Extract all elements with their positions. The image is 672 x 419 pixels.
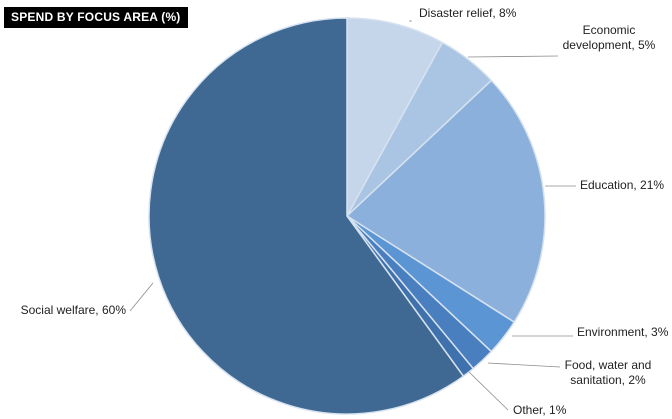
leader-line <box>129 282 154 312</box>
slice-label: Education, 21% <box>580 178 664 192</box>
slice-label: Economic development, 5% <box>563 23 656 52</box>
slice-label-line: Education, 21% <box>580 178 664 192</box>
slice-label-line: Environment, 3% <box>577 325 669 339</box>
pie-slice <box>346 17 444 217</box>
slice-label-line: Social welfare, 60% <box>21 303 127 317</box>
leader-line <box>487 362 561 368</box>
slice-label: Environment, 3% <box>577 325 669 339</box>
slice-label-line: development, 5% <box>563 38 656 52</box>
slice-label-line: sanitation, 2% <box>570 373 646 387</box>
slice-label: Food, water and sanitation, 2% <box>565 358 652 387</box>
slice-label-line: Other, 1% <box>513 403 567 417</box>
leader-line <box>467 55 559 58</box>
leader-line <box>468 371 509 411</box>
pie-slice <box>148 17 465 415</box>
slice-label: Other, 1% <box>513 403 567 417</box>
slice-label-line: Economic <box>583 23 636 37</box>
pie-slices <box>148 17 546 415</box>
leader-lines <box>129 20 576 411</box>
pie-slice <box>346 79 546 323</box>
slice-label: Social welfare, 60% <box>21 303 127 317</box>
slice-labels: Disaster relief, 8% Economic development, … <box>21 6 669 417</box>
slice-label: Disaster relief, 8% <box>419 6 517 20</box>
slice-label-line: Disaster relief, 8% <box>419 6 517 20</box>
chart-title: SPEND BY FOCUS AREA (%) <box>4 7 188 28</box>
slice-label-line: Food, water and <box>565 358 652 372</box>
